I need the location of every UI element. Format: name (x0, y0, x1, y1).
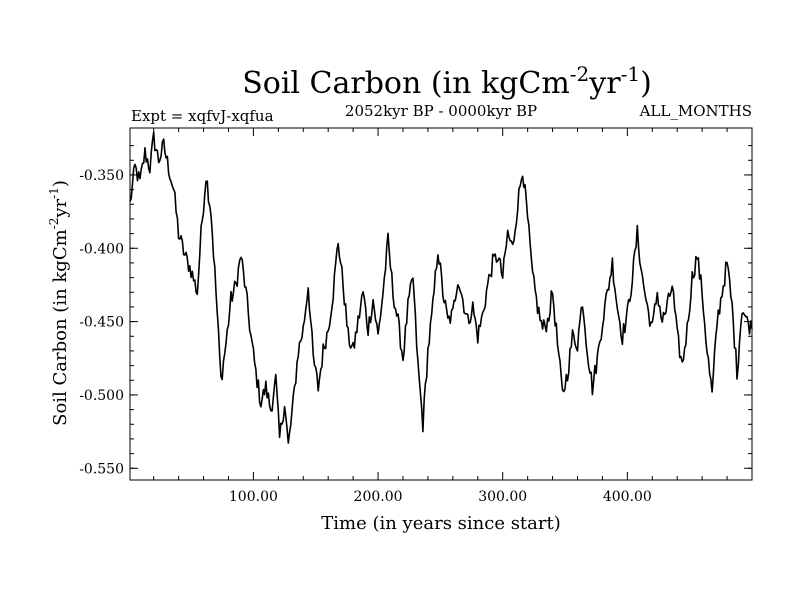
x-tick-label: 100.00 (229, 489, 278, 505)
y-tick-label: -0.450 (79, 315, 124, 331)
x-tick-label: 300.00 (478, 489, 527, 505)
series-group (129, 131, 753, 444)
plot-frame (129, 127, 753, 481)
y-tick-label: -0.550 (79, 461, 124, 477)
y-tick-label: -0.400 (79, 241, 124, 257)
axis-ticks (130, 128, 752, 480)
experiment-label: Expt = xqfvJ-xqfua (131, 107, 274, 125)
x-axis-title: Time (in years since start) (321, 513, 561, 534)
axis-tick-labels: -0.350 -0.400 -0.450 -0.500 -0.550 100.00 200.… (79, 168, 652, 505)
chart-title: Soil Carbon (in kgCm-2yr-1) (242, 62, 652, 101)
season-label: ALL_MONTHS (639, 102, 752, 120)
y-tick-label: -0.350 (79, 168, 124, 184)
x-tick-label: 400.00 (603, 489, 652, 505)
series-line-soil-carbon (129, 131, 753, 444)
y-tick-label: -0.500 (79, 388, 124, 404)
x-tick-label: 200.00 (354, 489, 403, 505)
period-label: 2052kyr BP - 0000kyr BP (345, 102, 537, 120)
y-axis-title: Soil Carbon (in kgCm-2yr-1) (47, 180, 71, 426)
